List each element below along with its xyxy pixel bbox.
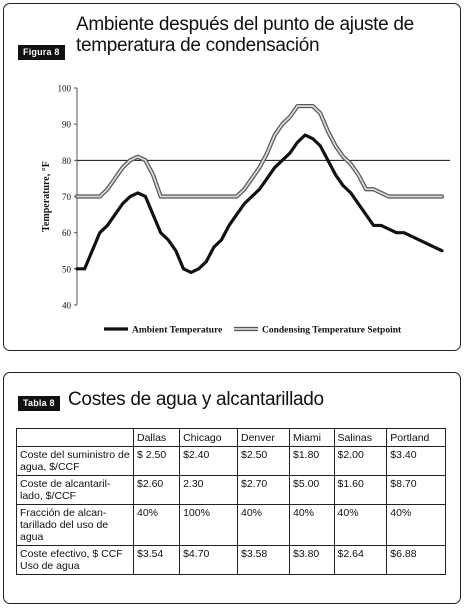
table-cell: $2.50 (237, 446, 290, 476)
table-cell: $2.40 (179, 446, 238, 476)
table-panel: Tabla 8 Costes de agua y alcantarillado … (3, 372, 461, 604)
y-tick-label: 60 (62, 228, 72, 238)
table-title: Costes de agua y alcantarillado (68, 389, 324, 410)
table-cell: 40% (132, 504, 181, 546)
table-cell: $5.00 (289, 475, 335, 505)
header-cell: Portland (386, 428, 446, 447)
legend-label-ambient: Ambient Temperature (132, 326, 222, 336)
table-row: Fracción de alcan-tarillado del uso de a… (16, 504, 446, 546)
y-tick-label: 70 (62, 192, 72, 202)
water-cost-table: Dallas Chicago Denver Miami Salinas Port… (16, 428, 446, 575)
table-cell: 100% (179, 504, 238, 546)
table-cell: $1.80 (289, 446, 335, 476)
header-cell (16, 428, 134, 447)
series-line-setpoint-outline (74, 103, 445, 199)
table-cell: $6.88 (386, 545, 446, 575)
table-row: Coste de alcantaril-lado, $/CCF $2.60 2.… (16, 475, 446, 505)
row-label: Coste del suministro de agua, $/CCF (16, 446, 134, 476)
table-cell: $8.70 (386, 475, 446, 505)
table-cell: 40% (237, 504, 290, 546)
row-label: Coste de alcantaril-lado, $/CCF (16, 475, 134, 505)
table-cell: $ 2.50 (132, 446, 181, 476)
table-cell: $3.80 (289, 545, 335, 575)
row-label: Fracción de alcan-tarillado del uso de a… (16, 504, 134, 546)
y-axis-label: Temperature, °F (41, 161, 52, 232)
y-tick-label: 40 (62, 301, 72, 311)
table-row: Coste del suministro de agua, $/CCF $ 2.… (16, 446, 446, 476)
table-cell: $1.60 (333, 475, 388, 505)
table-cell: 40% (289, 504, 335, 546)
table-cell: $2.00 (333, 446, 388, 476)
table-cell: $3.54 (132, 545, 181, 575)
y-tick-label: 50 (62, 264, 72, 274)
table-cell: $3.58 (237, 545, 290, 575)
table-cell: $2.64 (333, 545, 388, 575)
table-cell: 2.30 (179, 475, 238, 505)
header-cell: Miami (289, 428, 335, 447)
header-cell: Chicago (179, 428, 238, 447)
header-cell: Denver (237, 428, 290, 447)
header-cell: Dallas (132, 428, 181, 447)
series-line-setpoint (76, 105, 443, 198)
table-cell: $2.70 (237, 475, 290, 505)
y-tick-label: 80 (62, 156, 72, 166)
figure-title: Ambiente después del punto de ajuste de … (76, 14, 414, 56)
table-cell: $4.70 (179, 545, 238, 575)
table-row: Coste efectivo, $ CCF Uso de agua $3.54 … (16, 545, 446, 575)
table-cell: 40% (386, 504, 446, 546)
table-cell: $2.60 (132, 475, 181, 505)
series-line-ambient (75, 133, 444, 275)
figure-tag: Figura 8 (18, 45, 65, 60)
table-cell: $3.40 (386, 446, 446, 476)
row-label: Coste efectivo, $ CCF Uso de agua (16, 545, 134, 575)
header-cell: Salinas (333, 428, 388, 447)
table-tag: Tabla 8 (18, 396, 60, 411)
line-chart: 100 90 80 70 60 50 40 Temperature, °F Ambient Te… (41, 84, 450, 336)
table-cell: 40% (333, 504, 388, 546)
table-header-row: Dallas Chicago Denver Miami Salinas Port… (16, 428, 446, 447)
figure-panel: 100 90 80 70 60 50 40 Temperature, °F Ambient Te… (3, 3, 461, 351)
y-tick-label: 100 (58, 84, 72, 94)
y-tick-label: 90 (62, 120, 72, 130)
legend-label-setpoint: Condensing Temperature Setpoint (262, 326, 402, 336)
